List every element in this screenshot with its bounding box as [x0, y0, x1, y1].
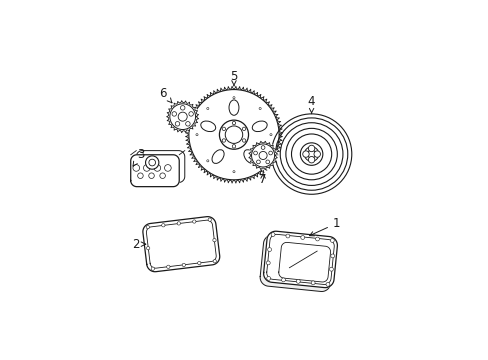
Circle shape — [138, 173, 143, 179]
Circle shape — [242, 127, 245, 131]
Polygon shape — [278, 242, 330, 282]
Circle shape — [213, 260, 216, 263]
Circle shape — [172, 112, 176, 116]
Circle shape — [225, 126, 242, 143]
Circle shape — [146, 247, 149, 250]
Text: 5: 5 — [230, 70, 237, 86]
Ellipse shape — [201, 121, 215, 132]
Circle shape — [154, 165, 161, 171]
Circle shape — [253, 151, 257, 155]
Circle shape — [259, 152, 266, 159]
Circle shape — [248, 141, 277, 170]
Ellipse shape — [244, 150, 255, 163]
Circle shape — [177, 222, 180, 225]
Circle shape — [133, 165, 139, 171]
Circle shape — [166, 100, 198, 133]
Circle shape — [266, 276, 270, 280]
Circle shape — [268, 151, 272, 155]
Text: 4: 4 — [307, 95, 315, 113]
Circle shape — [148, 173, 154, 179]
Polygon shape — [142, 217, 219, 272]
Circle shape — [212, 239, 216, 242]
Circle shape — [206, 107, 208, 109]
Circle shape — [330, 254, 334, 258]
Circle shape — [180, 105, 184, 110]
Circle shape — [251, 144, 274, 167]
Circle shape — [232, 121, 235, 125]
Polygon shape — [136, 150, 184, 183]
Circle shape — [302, 151, 308, 157]
Circle shape — [266, 261, 270, 265]
Circle shape — [162, 224, 164, 227]
Circle shape — [188, 90, 279, 180]
Polygon shape — [263, 231, 337, 288]
Circle shape — [308, 145, 314, 152]
Circle shape — [197, 261, 201, 265]
Circle shape — [261, 146, 264, 149]
Circle shape — [151, 267, 154, 270]
Circle shape — [329, 267, 333, 271]
Circle shape — [196, 134, 198, 136]
Circle shape — [208, 218, 211, 221]
Circle shape — [148, 159, 155, 166]
Circle shape — [325, 282, 329, 286]
Circle shape — [310, 281, 314, 285]
Circle shape — [206, 160, 208, 162]
Circle shape — [313, 151, 320, 157]
Circle shape — [330, 239, 334, 242]
Circle shape — [308, 157, 314, 163]
Circle shape — [175, 122, 180, 126]
Circle shape — [300, 235, 304, 239]
Circle shape — [242, 139, 245, 142]
Circle shape — [232, 145, 235, 148]
Circle shape — [259, 160, 261, 162]
Circle shape — [222, 139, 225, 142]
Circle shape — [281, 278, 285, 282]
Ellipse shape — [252, 121, 266, 132]
Circle shape — [178, 112, 187, 121]
Circle shape — [188, 112, 193, 116]
Ellipse shape — [228, 100, 239, 115]
Circle shape — [256, 160, 260, 164]
Text: 6: 6 — [159, 87, 172, 103]
Circle shape — [160, 173, 165, 179]
Circle shape — [265, 160, 269, 164]
Circle shape — [267, 248, 271, 252]
Circle shape — [185, 122, 190, 126]
Circle shape — [219, 120, 248, 149]
Circle shape — [146, 225, 149, 229]
Text: 3: 3 — [133, 148, 144, 166]
Circle shape — [192, 220, 196, 223]
Circle shape — [271, 114, 351, 194]
Circle shape — [300, 143, 322, 165]
Text: 7: 7 — [259, 172, 266, 185]
Circle shape — [304, 147, 318, 161]
Circle shape — [232, 171, 235, 173]
Circle shape — [164, 165, 171, 171]
Circle shape — [259, 107, 261, 109]
Circle shape — [296, 279, 300, 283]
Circle shape — [169, 104, 195, 130]
Text: 1: 1 — [309, 217, 340, 236]
Circle shape — [285, 234, 289, 238]
Circle shape — [145, 156, 159, 169]
Circle shape — [270, 233, 274, 237]
Circle shape — [166, 265, 170, 269]
Circle shape — [315, 237, 319, 241]
Circle shape — [269, 134, 271, 136]
Circle shape — [307, 150, 315, 158]
Circle shape — [232, 96, 235, 99]
Text: 2: 2 — [132, 238, 145, 251]
Ellipse shape — [212, 150, 224, 163]
Circle shape — [182, 263, 185, 267]
Circle shape — [143, 165, 150, 171]
Circle shape — [185, 86, 282, 183]
Polygon shape — [260, 235, 333, 292]
Circle shape — [222, 127, 225, 131]
Polygon shape — [130, 155, 179, 186]
